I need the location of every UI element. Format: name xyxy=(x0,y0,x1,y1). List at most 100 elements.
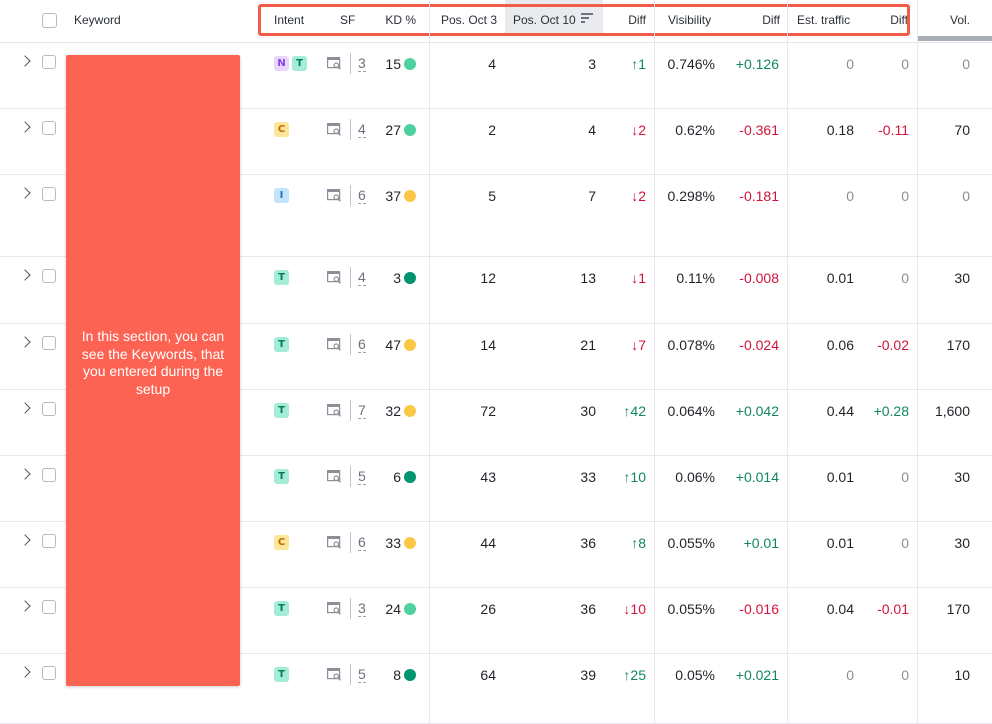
col-visibility[interactable]: Visibility xyxy=(668,13,712,27)
col-diff-visibility[interactable]: Diff xyxy=(762,13,780,27)
serp-features-count[interactable]: 6 xyxy=(358,187,366,204)
divider xyxy=(429,0,430,723)
serp-features-icon[interactable] xyxy=(327,123,342,136)
traffic-diff: 0 xyxy=(901,535,909,551)
serp-features-count[interactable]: 5 xyxy=(358,468,366,485)
expand-chevron-icon[interactable] xyxy=(19,600,31,612)
kd-value: 6 xyxy=(376,469,416,485)
col-pos-oct10[interactable]: Pos. Oct 10 xyxy=(513,13,576,27)
divider xyxy=(350,400,351,421)
col-intent[interactable]: Intent xyxy=(274,13,305,27)
divider xyxy=(917,0,918,723)
keyword-callout: In this section, you can see the Keyword… xyxy=(66,55,240,686)
expand-chevron-icon[interactable] xyxy=(19,666,31,678)
expand-chevron-icon[interactable] xyxy=(19,269,31,281)
est-traffic: 0.04 xyxy=(826,601,854,617)
pos-oct10: 33 xyxy=(580,469,596,485)
visibility-diff: +0.126 xyxy=(735,56,779,72)
serp-features-icon[interactable] xyxy=(327,338,342,351)
serp-features-icon[interactable] xyxy=(327,602,342,615)
serp-features-count[interactable]: 3 xyxy=(358,55,366,72)
serp-features-count[interactable]: 6 xyxy=(358,534,366,551)
serp-features-count[interactable]: 6 xyxy=(358,336,366,353)
kd-dot-icon xyxy=(404,190,416,202)
serp-features-icon[interactable] xyxy=(327,189,342,202)
header-scroll-indicator xyxy=(918,36,992,41)
table-row[interactable]: T 7 32 72 30 ↑42 0.064% +0.042 0.44 +0.28 1,600 xyxy=(0,389,992,456)
table-row[interactable]: I 6 37 5 7 ↓2 0.298% -0.181 0 0 0 xyxy=(0,174,992,257)
divider xyxy=(350,532,351,553)
row-checkbox[interactable] xyxy=(42,187,56,201)
expand-chevron-icon[interactable] xyxy=(19,468,31,480)
col-volume[interactable]: Vol. xyxy=(949,13,970,27)
expand-chevron-icon[interactable] xyxy=(19,336,31,348)
kd-value: 8 xyxy=(376,667,416,683)
kd-number: 8 xyxy=(393,667,401,683)
kd-number: 27 xyxy=(385,122,401,138)
table-row[interactable]: C 6 33 44 36 ↑8 0.055% +0.01 0.01 0 30 xyxy=(0,521,992,588)
expand-chevron-icon[interactable] xyxy=(19,402,31,414)
table-row[interactable]: C 4 27 2 4 ↓2 0.62% -0.361 0.18 -0.11 70 xyxy=(0,108,992,175)
kd-value: 33 xyxy=(376,535,416,551)
row-checkbox[interactable] xyxy=(42,121,56,135)
row-checkbox[interactable] xyxy=(42,468,56,482)
est-traffic: 0 xyxy=(846,188,854,204)
traffic-diff: -0.02 xyxy=(877,337,909,353)
serp-features-icon[interactable] xyxy=(327,470,342,483)
select-all-checkbox[interactable] xyxy=(42,13,57,28)
col-diff-pos[interactable]: Diff xyxy=(628,13,646,27)
table-row[interactable]: N T 3 15 4 3 ↑1 0.746% +0.126 0 0 0 xyxy=(0,42,992,109)
serp-features-count[interactable]: 3 xyxy=(358,600,366,617)
serp-features-icon[interactable] xyxy=(327,668,342,681)
serp-features-icon[interactable] xyxy=(327,57,342,70)
col-pos-oct3[interactable]: Pos. Oct 3 xyxy=(440,13,497,27)
expand-chevron-icon[interactable] xyxy=(19,55,31,67)
serp-features-count[interactable]: 5 xyxy=(358,666,366,683)
row-checkbox[interactable] xyxy=(42,402,56,416)
intent-badge: T xyxy=(292,56,307,71)
visibility-value: 0.746% xyxy=(667,56,715,72)
visibility-value: 0.064% xyxy=(667,403,715,419)
kd-value: 3 xyxy=(376,270,416,286)
row-checkbox[interactable] xyxy=(42,600,56,614)
intent-badge: C xyxy=(274,122,289,137)
col-diff-traffic[interactable]: Diff xyxy=(890,13,908,27)
kd-dot-icon xyxy=(404,669,416,681)
serp-features-count[interactable]: 4 xyxy=(358,269,366,286)
visibility-value: 0.298% xyxy=(667,188,715,204)
row-checkbox[interactable] xyxy=(42,269,56,283)
table-row[interactable]: T 4 3 12 13 ↓1 0.11% -0.008 0.01 0 30 xyxy=(0,256,992,324)
divider xyxy=(654,0,655,723)
pos-oct3: 26 xyxy=(480,601,496,617)
table-row[interactable]: T 3 24 26 36 ↓10 0.055% -0.016 0.04 -0.01 170 xyxy=(0,587,992,654)
pos-oct3: 64 xyxy=(480,667,496,683)
kd-number: 32 xyxy=(385,403,401,419)
pos-oct10: 13 xyxy=(580,270,596,286)
intent-badge: T xyxy=(274,469,289,484)
col-est-traffic[interactable]: Est. traffic xyxy=(797,13,851,27)
serp-features-count[interactable]: 4 xyxy=(358,121,366,138)
col-sf[interactable]: SF xyxy=(340,13,356,27)
row-checkbox[interactable] xyxy=(42,55,56,69)
traffic-diff: 0 xyxy=(901,188,909,204)
kd-dot-icon xyxy=(404,124,416,136)
pos-diff: ↓2 xyxy=(631,188,646,204)
kd-number: 33 xyxy=(385,535,401,551)
serp-features-icon[interactable] xyxy=(327,271,342,284)
row-checkbox[interactable] xyxy=(42,534,56,548)
col-keyword[interactable]: Keyword xyxy=(74,13,121,27)
traffic-diff: 0 xyxy=(901,469,909,485)
serp-features-icon[interactable] xyxy=(327,404,342,417)
table-row[interactable]: T 5 6 43 33 ↑10 0.06% +0.014 0.01 0 30 xyxy=(0,455,992,522)
table-row[interactable]: T 6 47 14 21 ↓7 0.078% -0.024 0.06 -0.02 170 xyxy=(0,323,992,390)
row-checkbox[interactable] xyxy=(42,666,56,680)
serp-features-icon[interactable] xyxy=(327,536,342,549)
expand-chevron-icon[interactable] xyxy=(19,187,31,199)
pos-diff: ↑8 xyxy=(631,535,646,551)
expand-chevron-icon[interactable] xyxy=(19,121,31,133)
sort-icon[interactable] xyxy=(581,13,593,23)
row-checkbox[interactable] xyxy=(42,336,56,350)
col-kd[interactable]: KD % xyxy=(385,13,416,27)
serp-features-count[interactable]: 7 xyxy=(358,402,366,419)
expand-chevron-icon[interactable] xyxy=(19,534,31,546)
